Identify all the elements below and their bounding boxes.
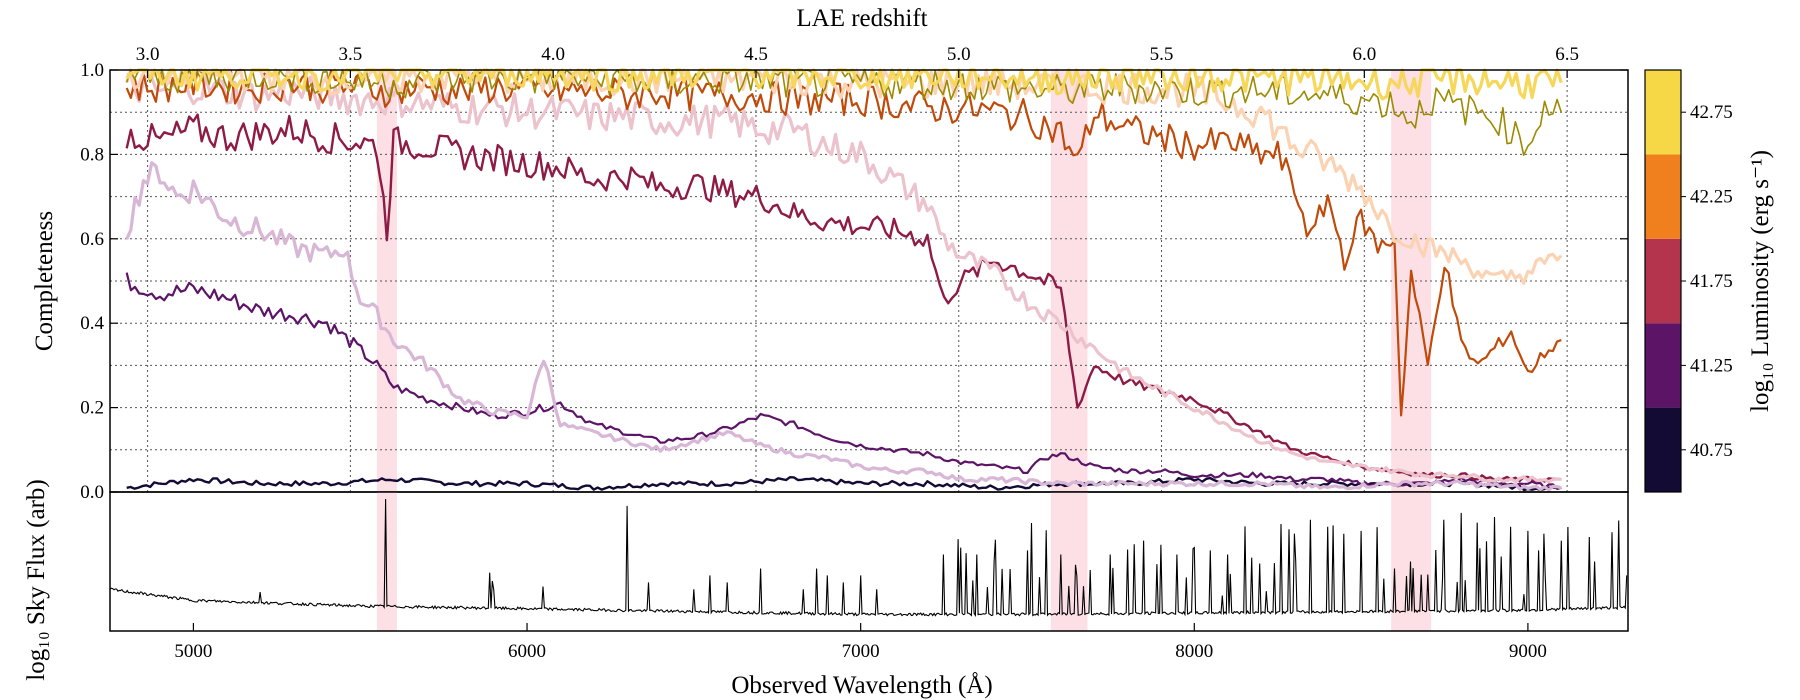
wavelength-ticks: 5000 6000 7000 8000 9000: [174, 623, 1547, 662]
completeness-axis-label: Completeness: [31, 211, 58, 351]
colorbar-block-4: [1645, 70, 1681, 155]
sky-flux-series: [109, 498, 1628, 618]
sky-frame: [109, 491, 1629, 632]
sky-line-bands-lower: [376, 492, 1432, 631]
colorbar-blocks: [1645, 70, 1681, 492]
colorbar: 40.75 41.25 41.75 42.25 42.75 log₁₀ Luminosi…: [1644, 69, 1774, 493]
y-tick-label-0: 0.0: [80, 482, 104, 503]
sky-panel: 5000 6000 7000 8000 9000 Observed Wavelength…: [23, 479, 1629, 699]
wavelength-tick-label-1: 6000: [508, 641, 546, 662]
completeness-series-0: [126, 476, 1562, 492]
wavelength-tick-label-4: 9000: [1509, 641, 1547, 662]
completeness-panel: 0.0 0.2 0.4 0.6 0.8 1.0 3.0 3.5 4.0 4.5 5.0 5.5 6.0…: [31, 5, 1629, 503]
completeness-y-ticks: 0.0 0.2 0.4 0.6 0.8 1.0: [80, 60, 1628, 503]
y-tick-label-2: 0.4: [80, 313, 104, 334]
colorbar-tick-label-4: 42.75: [1690, 102, 1733, 123]
redshift-tick-label-7: 6.5: [1555, 44, 1579, 65]
redshift-tick-label-2: 4.0: [541, 44, 565, 65]
redshift-tick-label-1: 3.5: [339, 44, 363, 65]
y-tick-label-5: 1.0: [80, 60, 104, 81]
colorbar-ticks: 40.75 41.25 41.75 42.25 42.75: [1681, 102, 1733, 461]
colorbar-block-0: [1645, 407, 1681, 492]
sky-band-lower-0: [376, 492, 397, 631]
wavelength-tick-label-2: 7000: [842, 641, 880, 662]
redshift-tick-label-3: 4.5: [744, 44, 768, 65]
wavelength-axis-label: Observed Wavelength (Å): [731, 672, 992, 699]
completeness-series: [125, 68, 1563, 492]
redshift-tick-label-5: 5.5: [1150, 44, 1174, 65]
y-tick-label-1: 0.2: [80, 398, 104, 419]
colorbar-tick-label-2: 41.75: [1690, 271, 1733, 292]
sky-flux-line: [109, 498, 1628, 618]
redshift-tick-label-6: 6.0: [1352, 44, 1376, 65]
completeness-series-1: [125, 272, 1562, 490]
redshift-tick-label-4: 5.0: [947, 44, 971, 65]
colorbar-tick-label-1: 41.25: [1690, 355, 1733, 376]
completeness-series-2: [125, 161, 1562, 492]
sky-band-lower-1: [1050, 492, 1088, 631]
wavelength-tick-label-3: 8000: [1175, 641, 1213, 662]
redshift-tick-label-0: 3.0: [136, 44, 160, 65]
colorbar-block-2: [1645, 238, 1681, 324]
completeness-series-3: [125, 113, 1562, 483]
sky-flux-axis-label: log₁₀ Sky Flux (arb): [23, 479, 50, 680]
colorbar-tick-label-0: 40.75: [1690, 440, 1733, 461]
completeness-series-5: [125, 68, 1562, 417]
redshift-axis-label: LAE redshift: [796, 5, 927, 32]
colorbar-block-3: [1645, 154, 1681, 239]
colorbar-block-1: [1645, 323, 1681, 408]
redshift-ticks: 3.0 3.5 4.0 4.5 5.0 5.5 6.0 6.5: [136, 44, 1579, 78]
colorbar-tick-label-3: 42.25: [1690, 187, 1733, 208]
y-tick-label-3: 0.6: [80, 229, 104, 250]
sky-band-lower-2: [1391, 492, 1432, 631]
colorbar-label: log₁₀ Luminosity (erg s⁻¹): [1747, 150, 1774, 412]
wavelength-tick-label-0: 5000: [174, 641, 212, 662]
completeness-series-4: [126, 72, 1562, 484]
y-tick-label-4: 0.8: [80, 144, 104, 165]
